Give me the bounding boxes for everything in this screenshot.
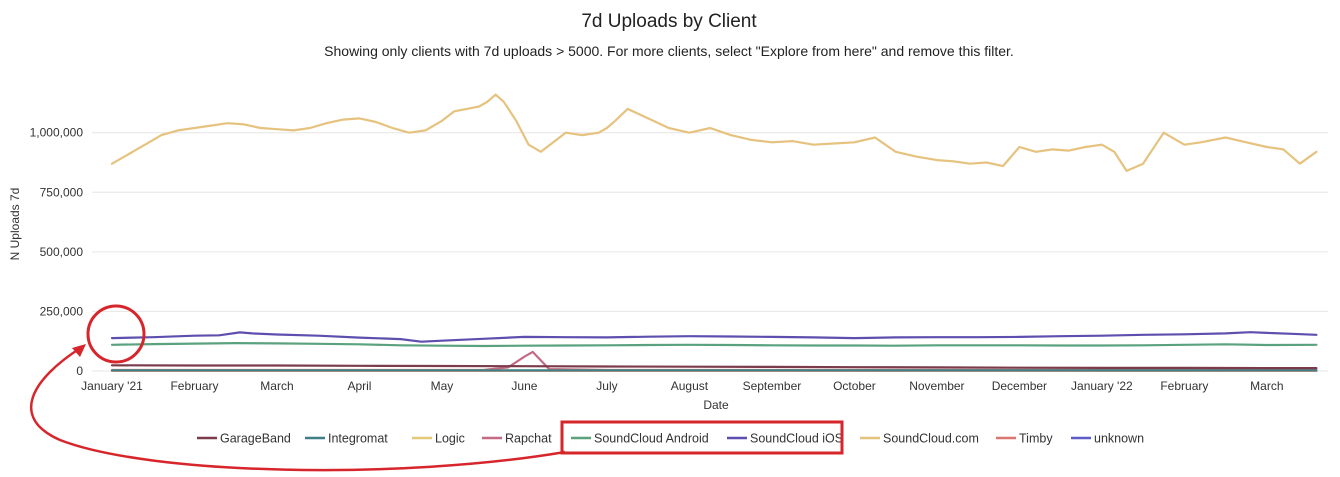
x-tick-label: March xyxy=(1250,379,1283,393)
x-tick-label: March xyxy=(260,379,293,393)
chart-title: 7d Uploads by Client xyxy=(581,11,757,32)
x-axis-ticks: January '21 February March April May June July… xyxy=(81,379,1283,393)
y-axis-ticks: 0 250,000 500,000 750,000 1,000,000 xyxy=(30,126,84,378)
x-tick-label: November xyxy=(909,379,964,393)
x-tick-label: December xyxy=(992,379,1047,393)
legend-label: Integromat xyxy=(328,432,388,446)
annotation-legend-box xyxy=(560,420,844,455)
series-line-soundcloud-com xyxy=(110,93,1318,172)
x-tick-label: June xyxy=(511,379,537,393)
x-tick-label: August xyxy=(671,379,709,393)
legend-label: unknown xyxy=(1094,432,1144,446)
x-tick-label: April xyxy=(347,379,371,393)
series-line-soundcloud-android xyxy=(110,342,1318,348)
legend-label: SoundCloud Android xyxy=(594,432,709,446)
y-tick-label: 0 xyxy=(76,364,83,378)
x-tick-label: May xyxy=(431,379,454,393)
x-axis-label: Date xyxy=(703,398,729,412)
annotation-arrow-head xyxy=(72,344,86,357)
chart-subtitle: Showing only clients with 7d uploads > 5… xyxy=(324,43,1014,59)
legend-label: Logic xyxy=(435,432,465,446)
y-tick-label: 750,000 xyxy=(40,185,84,199)
legend-label: Rapchat xyxy=(505,432,552,446)
annotation-arrow xyxy=(29,345,566,472)
y-tick-label: 1,000,000 xyxy=(30,126,84,140)
x-tick-label: October xyxy=(833,379,876,393)
y-axis-label: N Uploads 7d xyxy=(8,188,22,261)
legend-label: GarageBand xyxy=(220,432,291,446)
legend-label: SoundCloud.com xyxy=(883,432,979,446)
series-line-garageband xyxy=(110,364,1318,370)
legend-label: SoundCloud iOS xyxy=(750,432,843,446)
x-tick-label: January '22 xyxy=(1071,379,1133,393)
y-tick-label: 500,000 xyxy=(40,245,84,259)
x-tick-label: September xyxy=(743,379,802,393)
x-tick-label: February xyxy=(1160,379,1208,393)
x-tick-label: January '21 xyxy=(81,379,143,393)
x-tick-label: July xyxy=(596,379,617,393)
y-tick-label: 250,000 xyxy=(40,304,84,318)
series-line-soundcloud-ios xyxy=(110,331,1318,343)
series-lines xyxy=(110,93,1318,372)
legend-label: Timby xyxy=(1019,432,1053,446)
annotation-circle xyxy=(86,304,146,364)
x-tick-label: February xyxy=(170,379,218,393)
legend: GarageBand Integromat Logic Rapchat SoundClo… xyxy=(197,432,1144,446)
